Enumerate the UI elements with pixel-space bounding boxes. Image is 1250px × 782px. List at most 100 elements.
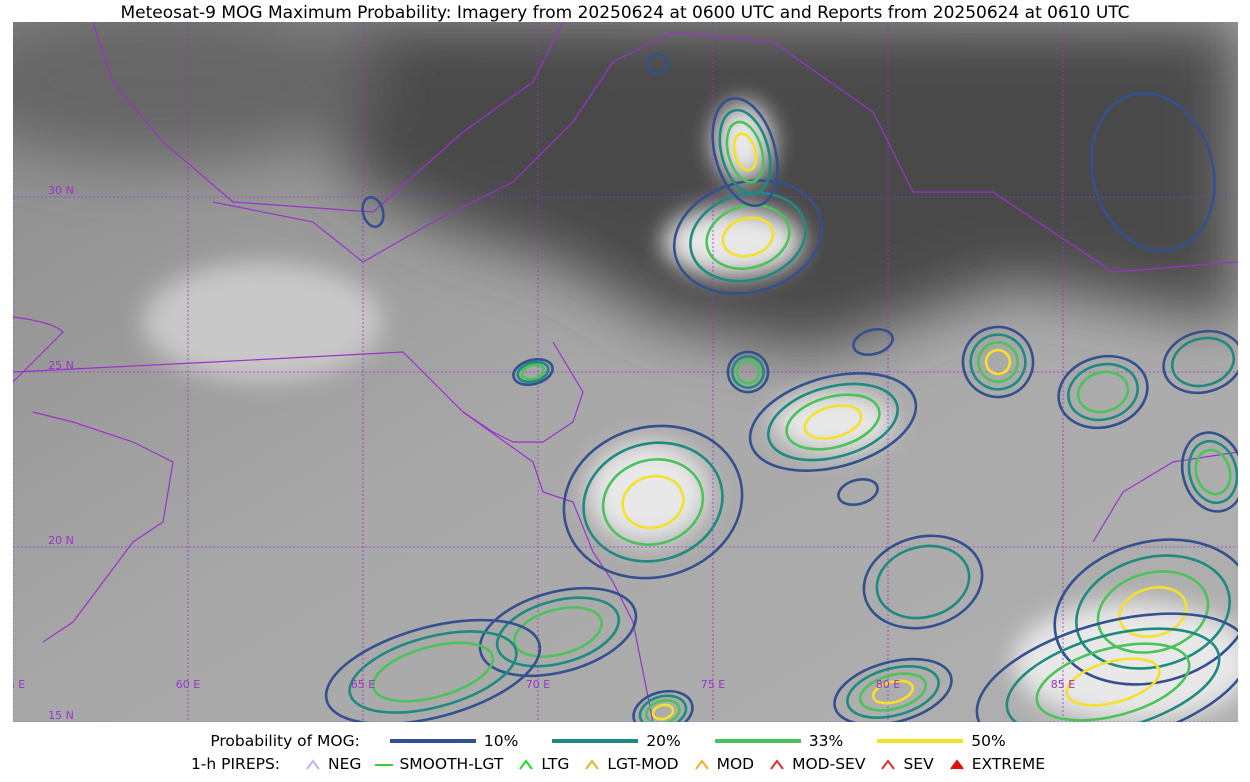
contour xyxy=(512,358,554,386)
legend-item: EXTREME xyxy=(948,755,1045,773)
legend-label: 50% xyxy=(971,732,1006,750)
contour xyxy=(705,204,791,270)
contour xyxy=(718,108,772,196)
contour xyxy=(837,478,879,506)
lat-label: 20 N xyxy=(48,534,74,547)
symbol xyxy=(519,759,534,770)
legend-item: 33% xyxy=(714,732,863,750)
symbol xyxy=(694,759,709,770)
contour xyxy=(767,382,899,462)
contour xyxy=(748,371,918,473)
contour xyxy=(324,618,542,722)
contour xyxy=(645,699,681,722)
contour xyxy=(520,363,546,381)
legend-label: SEV xyxy=(903,755,934,773)
contour xyxy=(726,350,770,394)
contour xyxy=(858,672,928,712)
contour xyxy=(1005,627,1221,722)
contour xyxy=(651,703,675,721)
graticule xyxy=(13,22,1238,722)
legend-label: NEG xyxy=(328,755,362,773)
lon-label: 65 E xyxy=(351,678,375,691)
symbol xyxy=(585,759,600,770)
legend-item: MOD-SEV xyxy=(768,755,865,773)
contour xyxy=(984,348,1012,376)
contour xyxy=(875,544,971,620)
contour xyxy=(646,52,670,76)
contour xyxy=(516,360,550,384)
legend-swatch xyxy=(877,739,964,743)
symbol xyxy=(949,759,964,770)
contour xyxy=(803,404,863,440)
legend-item: 20% xyxy=(552,732,700,750)
contour xyxy=(371,641,495,703)
legend-symbol xyxy=(375,764,394,766)
lon-label: 85 E xyxy=(1051,678,1075,691)
contour xyxy=(846,665,940,719)
lon-label: 55 E xyxy=(13,678,25,691)
legend-symbol xyxy=(306,759,320,770)
contour xyxy=(348,630,518,714)
contour xyxy=(1194,448,1232,496)
legend-item: SMOOTH-LGT xyxy=(375,755,503,773)
contour xyxy=(562,424,744,580)
contour xyxy=(961,325,1035,399)
lat-label: 30 N xyxy=(48,184,74,197)
contour xyxy=(582,441,724,563)
legend-title: 1-h PIREPS: xyxy=(190,755,281,773)
contour xyxy=(1180,431,1238,513)
legend-swatch xyxy=(552,739,639,743)
legend-item: LGT-MOD xyxy=(583,755,679,773)
contour xyxy=(871,679,915,705)
contour xyxy=(977,341,1019,383)
legend-swatch xyxy=(389,739,476,743)
contour xyxy=(601,458,705,546)
contour xyxy=(785,393,881,451)
symbol xyxy=(881,759,896,770)
contour xyxy=(632,689,694,722)
legend-item: 10% xyxy=(389,732,538,750)
legend-label: 10% xyxy=(483,732,519,750)
contour xyxy=(1057,354,1149,430)
pireps-legend: 1-h PIREPS: NEG SMOOTH-LGT LTG LGT-MOD MOD MO… xyxy=(0,755,1250,773)
graticule-labels: 55 E 60 E 65 E 70 E 75 E 80 E 85 E 30 N 25 N 20 N… xyxy=(13,184,1075,722)
symbol xyxy=(770,759,784,770)
contour xyxy=(975,612,1238,722)
contour xyxy=(1075,554,1231,670)
bright-clouds xyxy=(143,102,1238,722)
lat-label: 15 N xyxy=(48,709,74,722)
symbol xyxy=(306,759,320,770)
contour xyxy=(1076,370,1130,414)
contour xyxy=(833,657,953,722)
legend-item: LTG xyxy=(517,755,569,773)
legend-symbol xyxy=(585,759,600,770)
contour xyxy=(862,534,984,630)
legend-label: EXTREME xyxy=(971,755,1046,773)
contour xyxy=(711,97,779,207)
contour xyxy=(1035,642,1191,722)
contour xyxy=(361,195,385,229)
contour xyxy=(725,120,765,184)
legend-symbol xyxy=(949,759,964,770)
legend-label: MOD-SEV xyxy=(792,755,866,773)
contour xyxy=(1170,336,1236,388)
contour xyxy=(621,474,685,530)
contour xyxy=(1162,329,1238,395)
mog-contours xyxy=(324,52,1238,722)
contour xyxy=(495,596,621,668)
lon-label: 75 E xyxy=(701,678,725,691)
legend-symbol xyxy=(694,759,709,770)
lon-label: 70 E xyxy=(526,678,550,691)
legend-label: LGT-MOD xyxy=(607,755,679,773)
legend-item: 50% xyxy=(877,732,1025,750)
lon-label: 60 E xyxy=(176,678,200,691)
lon-label: 80 E xyxy=(876,678,900,691)
contour xyxy=(513,606,603,658)
contour xyxy=(1067,362,1139,422)
legend-item: SEV xyxy=(879,755,934,773)
map: 55 E 60 E 65 E 70 E 75 E 80 E 85 E 30 N 25 N 20 N… xyxy=(13,22,1238,722)
legend-swatch xyxy=(714,739,801,743)
contour xyxy=(735,359,761,385)
coastlines-borders xyxy=(13,22,1238,722)
contour xyxy=(732,132,758,172)
